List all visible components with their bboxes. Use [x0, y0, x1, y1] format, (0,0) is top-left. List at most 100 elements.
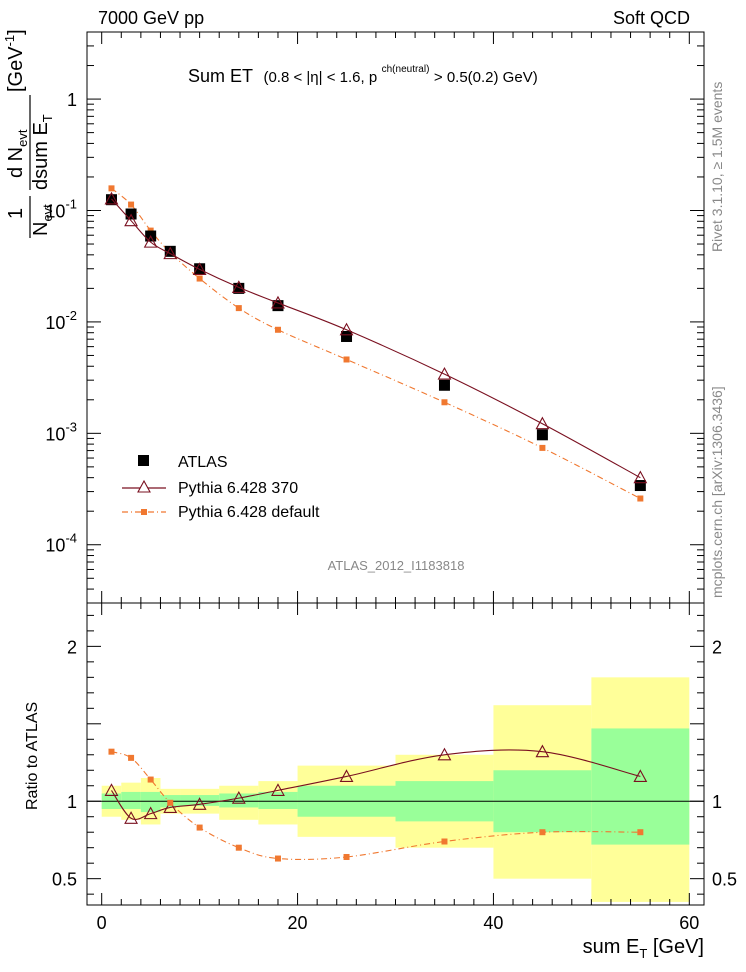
legend-marker-pythia370	[137, 479, 151, 493]
y-label-denominator: dsum ET	[30, 114, 55, 190]
ratio-y-tick-label-right: 2	[712, 637, 722, 657]
ratio-point-pythia370	[231, 790, 246, 804]
ratio-band-inner	[591, 728, 690, 845]
main-point-atlas	[194, 263, 206, 275]
main-point-pythia-default	[235, 305, 242, 312]
main-point-atlas	[536, 429, 548, 441]
ratio-point-pythia-default	[167, 799, 174, 806]
main-point-pythia370	[535, 416, 550, 430]
header-right: Soft QCD	[613, 8, 690, 28]
main-point-atlas	[164, 245, 176, 257]
ratio-point-pythia-default	[637, 829, 644, 836]
ratio-y-tick-label: 2	[67, 637, 77, 657]
ratio-point-pythia-default	[235, 844, 242, 851]
ratio-point-pythia370	[271, 783, 285, 796]
ratio-point-pythia370	[143, 806, 158, 820]
ratio-y-tick-label: 0.5	[52, 870, 77, 890]
main-point-pythia370	[163, 246, 178, 260]
ratio-point-pythia-default	[441, 838, 448, 845]
main-point-atlas	[438, 379, 450, 391]
analysis-label: ATLAS_2012_I1183818	[328, 558, 465, 573]
ratio-line-pythia370	[111, 749, 641, 820]
x-tick-label: 40	[483, 913, 503, 933]
ratio-point-pythia370	[163, 800, 178, 813]
plot-title-main: Sum ET	[188, 66, 253, 86]
y-axis-label-ratio: Ratio to ATLAS	[24, 702, 41, 810]
main-point-atlas	[272, 300, 284, 312]
main-point-pythia-default	[441, 399, 448, 406]
ratio-point-pythia-default	[274, 855, 281, 862]
ratio-y-tick-label-right: 0.5	[712, 870, 737, 890]
main-point-atlas	[634, 480, 646, 492]
main-point-pythia370	[633, 470, 648, 484]
main-point-pythia-default	[539, 444, 546, 451]
main-point-pythia-default	[196, 275, 203, 282]
legend-marker-atlas	[138, 455, 149, 466]
side-label-top: Rivet 3.1.10, ≥ 1.5M events	[709, 82, 725, 252]
ratio-y-tick-label: 1	[67, 792, 77, 812]
y-axis-label-top: 1 Nevt d Nevt dsum ET [GeV-1]	[2, 29, 55, 238]
main-point-atlas	[341, 330, 353, 342]
plot-title: Sum ET (0.8 < |η| < 1.6, p ch(neutral) >…	[188, 59, 538, 86]
ratio-point-pythia370	[339, 769, 354, 783]
ratio-band-inner	[258, 791, 298, 809]
x-tick-label: 60	[679, 913, 699, 933]
legend-label-pythia-default: Pythia 6.428 default	[178, 504, 320, 521]
plot-title-detail-end: > 0.5(0.2) GeV)	[434, 69, 538, 86]
main-point-pythia370	[143, 234, 158, 248]
main-line-pythia370	[111, 198, 641, 479]
main-point-pythia370	[104, 191, 119, 205]
ratio-uncertainty-bands	[87, 677, 704, 902]
x-tick-label: 0	[97, 913, 107, 933]
ratio-band-inner	[180, 795, 220, 806]
ratio-point-pythia-default	[128, 754, 135, 761]
main-point-pythia-default	[343, 356, 350, 363]
main-line-pythia-default	[111, 187, 641, 499]
side-label-bottom: mcplots.cern.ch [arXiv:1306.3436]	[709, 386, 725, 598]
ratio-point-pythia-default	[343, 853, 350, 860]
y-tick-label: 10-4	[45, 531, 77, 556]
ratio-y-tick-label-right: 1	[712, 792, 722, 812]
ratio-point-pythia-default	[108, 748, 115, 755]
legend-label-atlas: ATLAS	[178, 454, 228, 471]
y-tick-label: 10-2	[45, 308, 77, 333]
x-axis-label: sum ET [GeV]	[583, 936, 704, 961]
main-point-pythia-default	[274, 326, 281, 333]
main-point-pythia370	[192, 262, 207, 275]
ratio-band-inner	[140, 791, 161, 813]
ratio-band-inner	[121, 791, 141, 809]
ratio-point-pythia-default	[539, 829, 546, 836]
plot-title-detail: (0.8 < |η| < 1.6, p	[263, 69, 377, 86]
y-label-one: 1	[5, 208, 27, 219]
main-point-pythia-default	[128, 201, 135, 208]
ratio-axes: 0 20 40 60 0.5 0.5 1 1 2 2	[52, 603, 737, 933]
ratio-point-pythia370	[192, 797, 207, 810]
y-tick-label: 1	[67, 90, 77, 110]
legend: ATLAS Pythia 6.428 370 Pythia 6.428 defa…	[122, 454, 320, 521]
header-left: 7000 GeV pp	[98, 8, 204, 28]
y-label-numerator: d Nevt	[5, 129, 30, 178]
y-label-unit: [GeV-1]	[2, 29, 27, 92]
ratio-point-pythia370	[535, 744, 550, 758]
ratio-series	[104, 744, 648, 862]
y-tick-label: 10-1	[45, 196, 77, 221]
main-point-pythia370	[271, 295, 285, 309]
main-point-pythia370	[124, 213, 138, 227]
main-point-pythia-default	[108, 185, 115, 192]
main-point-pythia-default	[637, 495, 644, 502]
ratio-point-pythia370	[124, 811, 138, 824]
legend-marker-pythia-default	[141, 509, 147, 515]
main-point-pythia370	[437, 366, 452, 380]
ratio-band-inner	[219, 793, 259, 808]
x-tick-label: 20	[288, 913, 308, 933]
ratio-point-pythia-default	[147, 776, 154, 783]
ratio-point-pythia370	[104, 783, 119, 796]
main-series	[104, 185, 648, 502]
main-point-pythia370	[339, 322, 354, 336]
y-label-nevt: Nevt	[30, 204, 55, 236]
ratio-point-pythia370	[633, 769, 648, 783]
y-tick-label: 10-3	[45, 419, 77, 444]
ratio-point-pythia370	[437, 747, 452, 761]
ratio-point-pythia-default	[196, 824, 203, 831]
legend-label-pythia370: Pythia 6.428 370	[178, 480, 298, 497]
